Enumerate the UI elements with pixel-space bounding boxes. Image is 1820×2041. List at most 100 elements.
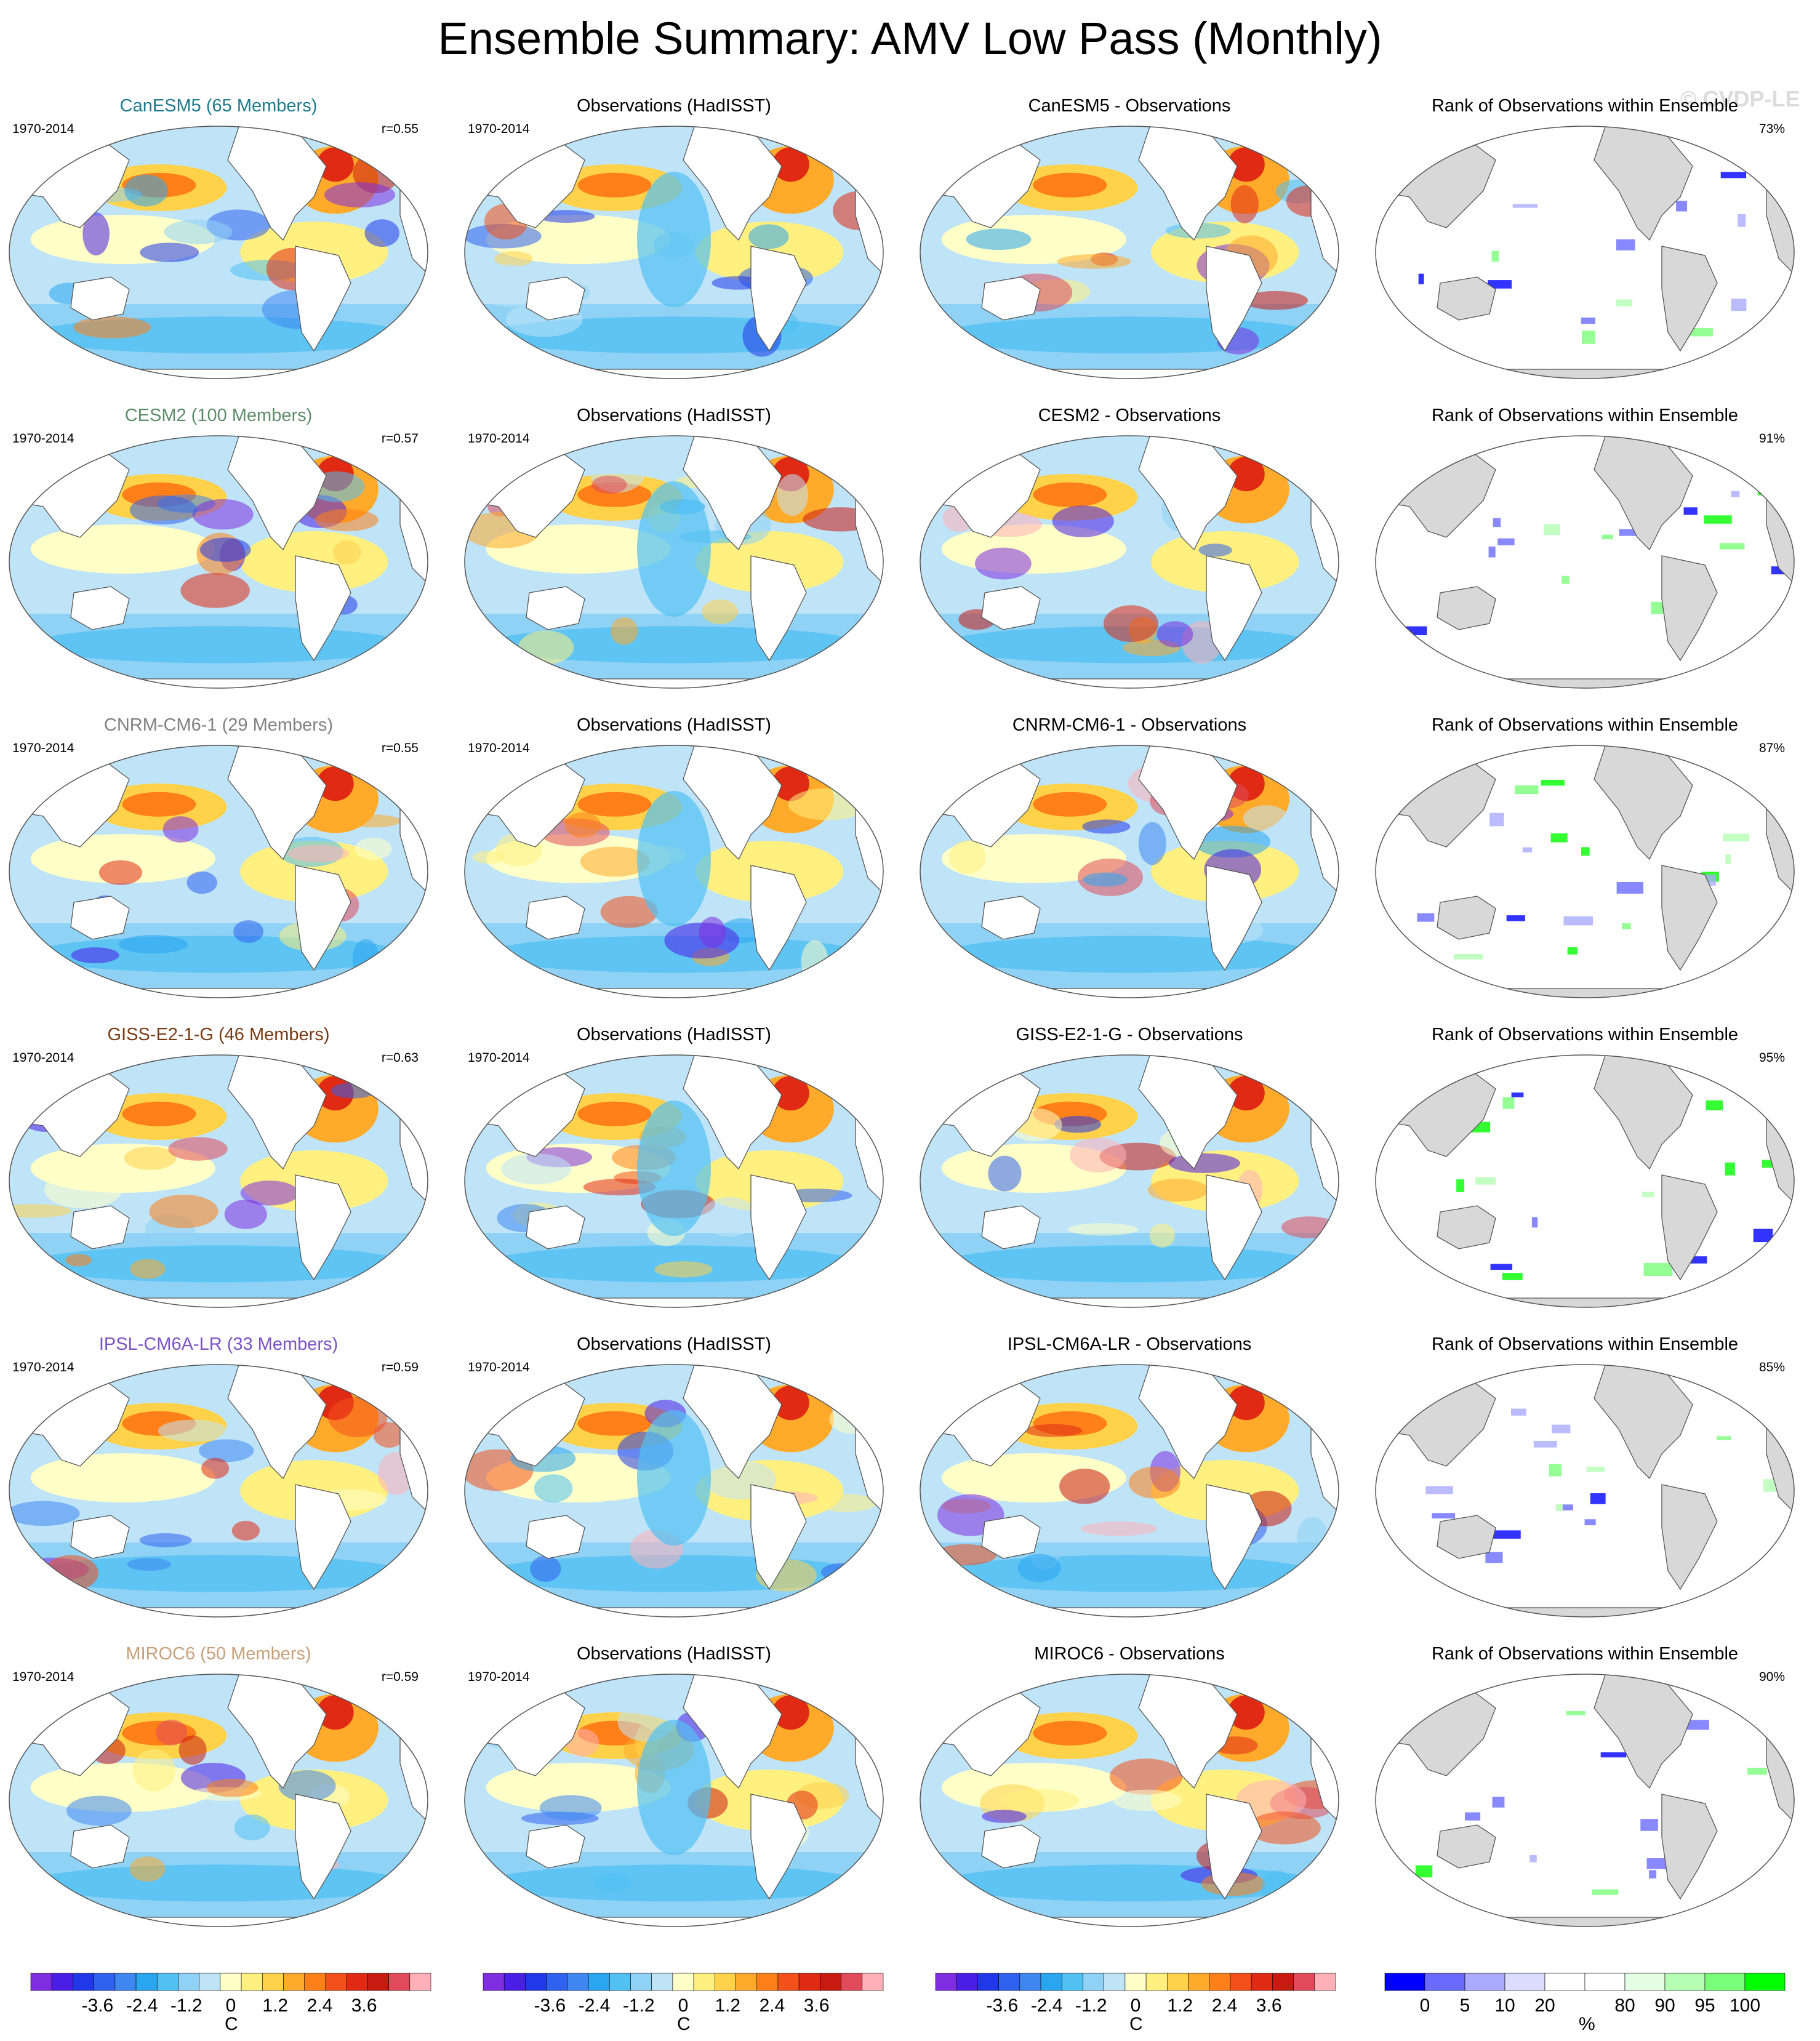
colorbar-swatch (1061, 1973, 1083, 1991)
panel-diff-cesm2: CESM2 - Observations (911, 396, 1348, 691)
period-label: 1970-2014 (468, 122, 530, 136)
copyright-watermark: © CVDP-LE (1680, 86, 1800, 111)
panel-title: MIROC6 - Observations (1034, 1644, 1225, 1664)
colorbar-swatch (756, 1973, 779, 1991)
panel-title: Observations (HadISST) (577, 1334, 771, 1354)
map-diff (920, 1674, 1339, 1927)
map-obs (464, 435, 884, 689)
panel-obs-cesm2: Observations (HadISST) 1970-2014 (455, 396, 892, 691)
map-field (465, 745, 883, 998)
colorbar-tick-label: 2.4 (307, 1995, 333, 2016)
map-model (9, 745, 428, 998)
colorbar-swatch (736, 1973, 758, 1991)
colorbar-tick-label: 3.6 (804, 1995, 830, 2016)
colorbar-swatch (1624, 1973, 1666, 1991)
map-field (1376, 436, 1794, 688)
colorbar-tick-label: 1.2 (262, 1995, 288, 2016)
colorbar-tick-label: 90 (1654, 1995, 1675, 2016)
panel-title: Rank of Observations within Ensemble (1431, 1025, 1739, 1045)
panel-rank-miroc6: Rank of Observations within Ensemble 90% (1366, 1634, 1803, 1930)
colorbar-swatch (1744, 1973, 1786, 1991)
colorbar-tick-label: 2.4 (760, 1995, 785, 2016)
map-field (920, 1055, 1339, 1307)
pattern-correlation: r=0.63 (381, 1051, 419, 1065)
colorbar-unit: C (677, 2014, 691, 2034)
map-model (9, 435, 428, 689)
rank-percent: 95% (1758, 1051, 1785, 1065)
colorbar-tick-label: -3.6 (81, 1995, 113, 2016)
panel-model-canesm5: CanESM5 (65 Members) 1970-2014 r=0.55 (0, 86, 437, 382)
pattern-correlation: r=0.57 (381, 431, 419, 446)
colorbar-tick-label: 2.4 (1212, 1995, 1238, 2016)
map-diff (920, 126, 1339, 379)
colorbar-swatch (1704, 1973, 1746, 1991)
panel-title: Rank of Observations within Ensemble (1431, 715, 1739, 735)
panel-title: CESM2 (100 Members) (124, 406, 313, 425)
colorbar-tick-label: 0 (1420, 1995, 1430, 2016)
map-model (9, 1054, 428, 1308)
panel-title: GISS-E2-1-G (46 Members) (107, 1025, 330, 1045)
rank-percent: 73% (1758, 122, 1785, 136)
map-model (9, 126, 428, 379)
colorbar-swatch (1040, 1973, 1062, 1991)
colorbar-tick-label: -1.2 (170, 1995, 202, 2016)
map-field (920, 436, 1339, 688)
colorbar-swatch (1384, 1973, 1425, 1991)
colorbar-swatch (388, 1973, 411, 1991)
rank-percent: 85% (1758, 1360, 1785, 1374)
colorbar-swatch (178, 1973, 199, 1991)
map-diff (920, 435, 1339, 689)
map-field (465, 1055, 883, 1307)
panel-title: Rank of Observations within Ensemble (1431, 406, 1739, 425)
panel-title: Rank of Observations within Ensemble (1431, 96, 1739, 116)
colorbar-svg: -3.6 -2.4 -1.2 0 1.2 2.4 3.6 (935, 1973, 1336, 2016)
colorbar-swatch (283, 1973, 305, 1991)
colorbar-swatch (409, 1973, 431, 1991)
panel-obs-miroc6: Observations (HadISST) 1970-2014 (455, 1634, 892, 1930)
panel-obs-cnrm-cm6-1: Observations (HadISST) 1970-2014 (455, 705, 892, 1001)
map-field (1376, 745, 1794, 998)
colorbar-swatch (651, 1973, 673, 1991)
panel-title: CNRM-CM6-1 - Observations (1012, 715, 1247, 735)
colorbar-tick-label: 3.6 (1256, 1995, 1282, 2016)
colorbar-tick-label: -3.6 (534, 1995, 566, 2016)
period-label: 1970-2014 (12, 122, 74, 136)
colorbar-swatch (114, 1973, 137, 1991)
colorbar-swatch (304, 1973, 326, 1991)
colorbar-swatch (1145, 1973, 1168, 1991)
colorbar-tick-label: 80 (1614, 1995, 1635, 2016)
map-field (9, 745, 428, 998)
colorbar-swatch (1544, 1973, 1585, 1991)
panel-title: Observations (HadISST) (577, 96, 771, 116)
panel-title: Rank of Observations within Ensemble (1431, 1334, 1739, 1354)
panel-title: IPSL-CM6A-LR - Observations (1007, 1334, 1252, 1354)
colorbar-swatch (956, 1973, 978, 1991)
colorbar-swatch (1293, 1973, 1315, 1991)
colorbar-tick-label: 0 (226, 1995, 236, 2016)
colorbar-swatch (346, 1973, 368, 1991)
rank-percent: 91% (1758, 431, 1785, 446)
colorbar-swatch (367, 1973, 389, 1991)
map-diff (920, 745, 1339, 998)
main-title: Ensemble Summary: AMV Low Pass (Monthly) (438, 13, 1382, 64)
panel-title: Rank of Observations within Ensemble (1431, 1644, 1739, 1664)
panel-title: IPSL-CM6A-LR (33 Members) (98, 1334, 339, 1354)
map-field (465, 1674, 883, 1927)
colorbar-swatch (220, 1973, 242, 1991)
panel-model-ipsl-cm6a-lr: IPSL-CM6A-LR (33 Members) 1970-2014 r=0.59 (0, 1325, 437, 1620)
colorbar-swatch (1104, 1973, 1126, 1991)
period-label: 1970-2014 (12, 1670, 74, 1684)
colorbar-swatch (1314, 1973, 1336, 1991)
map-rank (1375, 1364, 1795, 1618)
panel-title: Observations (HadISST) (577, 1644, 771, 1664)
map-field (465, 126, 883, 379)
map-field (920, 1365, 1339, 1617)
panel-obs-canesm5: Observations (HadISST) 1970-2014 (455, 86, 892, 382)
map-field (9, 436, 428, 688)
colorbar-tick-label: 20 (1534, 1995, 1555, 2016)
colorbar-swatch (777, 1973, 800, 1991)
map-field (465, 436, 883, 688)
colorbar-swatch (715, 1973, 736, 1991)
colorbar-swatch (1019, 1973, 1041, 1991)
map-diff (920, 1364, 1339, 1618)
